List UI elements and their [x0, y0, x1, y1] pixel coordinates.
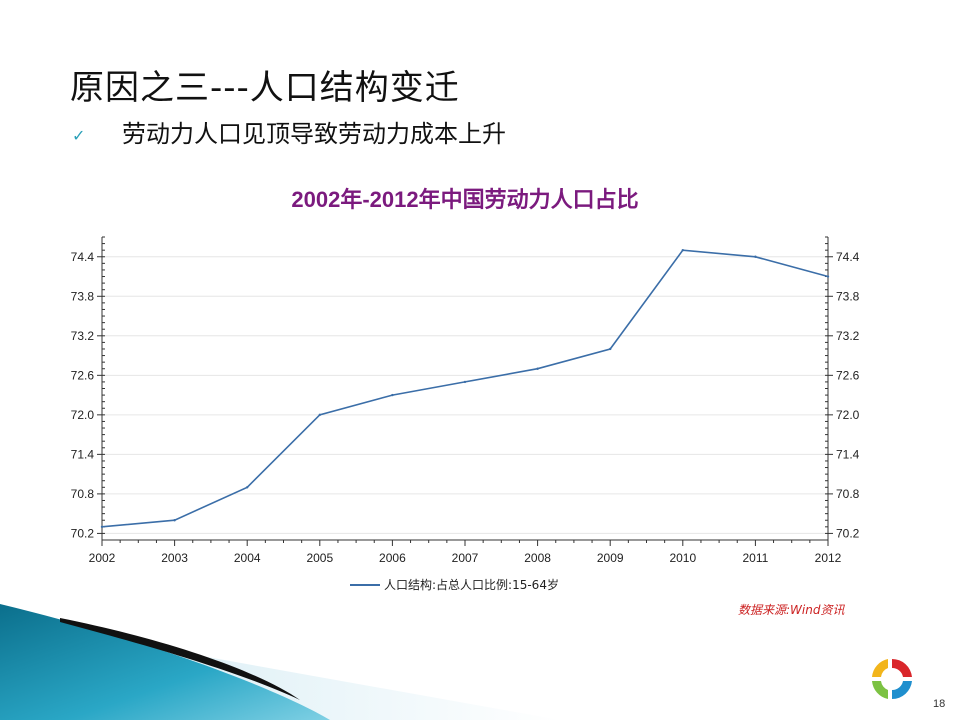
y-tick-label-right: 74.4 — [836, 250, 860, 264]
x-tick-label: 2012 — [815, 551, 842, 565]
y-tick-label-right: 73.2 — [836, 329, 860, 343]
y-tick-label-left: 72.0 — [71, 408, 95, 422]
x-tick-label: 2006 — [379, 551, 406, 565]
page-number: 18 — [933, 698, 946, 710]
x-tick-label: 2010 — [669, 551, 696, 565]
data-point — [318, 413, 321, 417]
y-tick-label-right: 73.8 — [836, 289, 860, 303]
chart-title: 2002年-2012年中国劳动力人口占比 — [291, 187, 639, 212]
data-point — [100, 525, 104, 529]
y-tick-label-left: 73.2 — [71, 329, 95, 343]
check-icon: ✓ — [72, 125, 86, 145]
y-tick-label-left: 72.6 — [71, 368, 95, 382]
x-tick-label: 2002 — [89, 551, 116, 565]
x-tick-label: 2004 — [234, 551, 261, 565]
legend-label: 人口结构:占总人口比例:15-64岁 — [384, 577, 559, 592]
data-point — [681, 248, 684, 252]
y-tick-label-right: 70.2 — [836, 526, 860, 540]
y-tick-label-left: 74.4 — [71, 250, 95, 264]
source-note: 数据来源:Wind资讯 — [738, 603, 845, 617]
y-tick-label-left: 70.2 — [71, 526, 95, 540]
x-tick-label: 2005 — [306, 551, 333, 565]
y-tick-label-right: 72.0 — [836, 408, 860, 422]
bullet-text: 劳动力人口见顶导致劳动力成本上升 — [122, 120, 506, 148]
data-point — [173, 519, 176, 522]
data-point — [391, 393, 394, 397]
x-tick-label: 2007 — [452, 551, 479, 565]
data-point — [826, 275, 830, 278]
series-line — [101, 249, 829, 528]
data-point — [246, 486, 249, 489]
company-logo — [872, 658, 912, 700]
x-tick-label: 2003 — [161, 551, 188, 565]
x-tick-label: 2011 — [742, 551, 768, 565]
bullet-item: ✓ 劳动力人口见顶导致劳动力成本上升 — [72, 114, 506, 149]
y-tick-label-right: 71.4 — [836, 447, 860, 461]
y-tick-label-left: 71.4 — [71, 447, 95, 461]
data-point — [754, 255, 757, 258]
data-point — [463, 380, 467, 384]
slide-title: 原因之三---人口结构变迁 — [70, 68, 460, 108]
y-tick-label-left: 73.8 — [71, 289, 95, 303]
y-tick-label-right: 72.6 — [836, 368, 860, 382]
data-point — [609, 347, 612, 351]
x-tick-label: 2008 — [524, 551, 551, 565]
y-tick-label-right: 70.8 — [836, 487, 860, 501]
y-tick-label-left: 70.8 — [71, 487, 95, 501]
x-tick-label: 2009 — [597, 551, 624, 565]
data-point — [536, 367, 539, 370]
